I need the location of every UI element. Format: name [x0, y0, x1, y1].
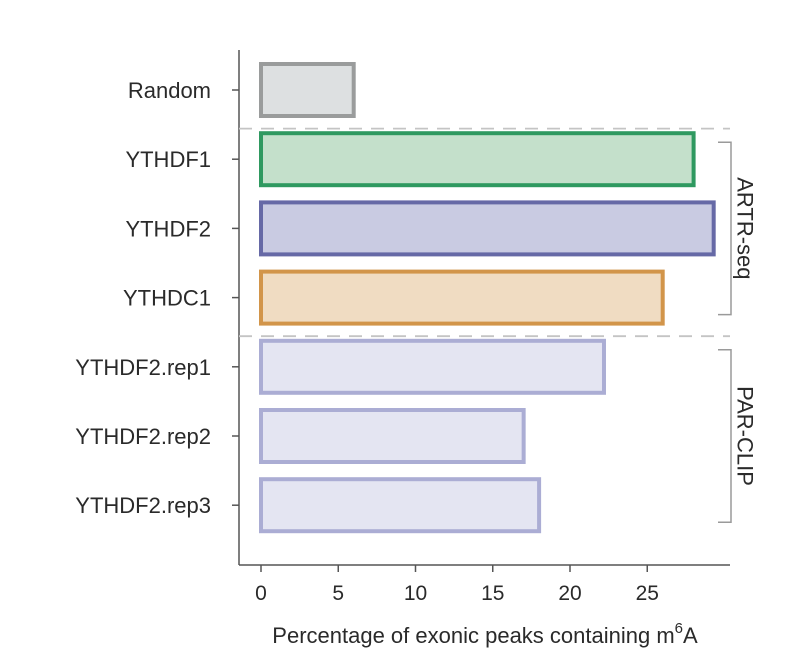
category-label: YTHDF2 [125, 216, 211, 241]
group-bracket [718, 349, 732, 523]
category-label: YTHDF2.rep1 [75, 355, 211, 380]
bar-ythdf2-rep3 [259, 477, 542, 534]
x-tick-label: 0 [255, 582, 267, 605]
x-tick-label: 20 [558, 582, 581, 605]
group-label: ARTR-seq [733, 177, 758, 279]
group-bracket [718, 141, 732, 316]
group-label: PAR-CLIP [733, 386, 758, 486]
category-label: YTHDF2.rep2 [75, 424, 211, 449]
group-separators [239, 127, 730, 338]
x-tick-label: 25 [636, 582, 659, 605]
x-axis-title-superscript: 6 [675, 620, 683, 637]
bar-ythdc1 [259, 269, 665, 326]
bar-ythdf2-rep2 [259, 408, 526, 464]
x-tick-label: 15 [481, 582, 504, 605]
axes [238, 50, 730, 566]
bar-random [259, 62, 356, 118]
bars [259, 62, 716, 534]
x-axis-title: Percentage of exonic peaks containing m6… [272, 620, 698, 648]
category-label: Random [128, 78, 211, 103]
x-axis-title-main: Percentage of exonic peaks containing m [272, 623, 674, 648]
bar-ythdf1 [259, 131, 696, 188]
x-ticks: 0 5 10 15 20 25 [255, 565, 659, 605]
x-axis-title-tail: A [683, 623, 698, 648]
bar-ythdf2-rep1 [259, 338, 606, 395]
category-labels: Random YTHDF1 YTHDF2 YTHDC1 YTHDF2.rep1 YTHDF… [75, 78, 239, 518]
category-label: YTHDF1 [125, 147, 211, 172]
x-tick-label: 10 [404, 582, 427, 605]
group-brackets: ARTR-seq PAR-CLIP [718, 141, 758, 523]
category-label: YTHDC1 [123, 286, 211, 311]
category-label: YTHDF2.rep3 [75, 493, 211, 518]
x-tick-label: 5 [332, 582, 344, 605]
bar-ythdf2 [259, 200, 716, 257]
